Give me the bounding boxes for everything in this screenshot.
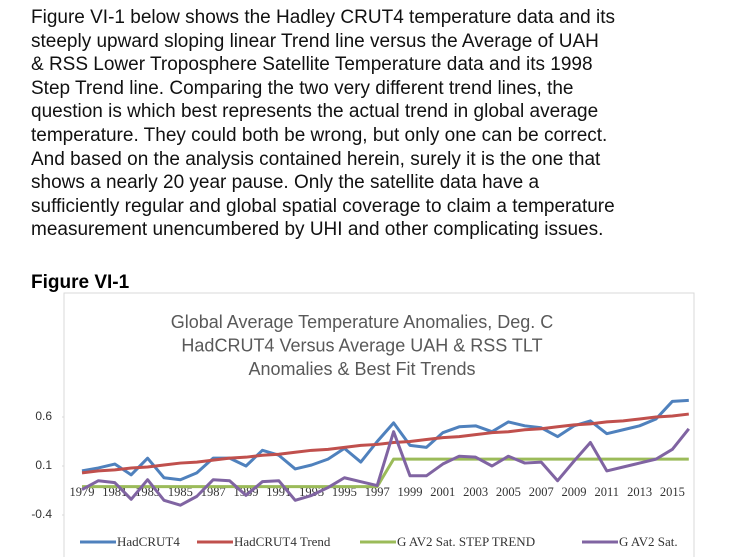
series-line [81,412,689,475]
x-tick-label: 1987 [201,485,226,499]
chart-title: Global Average Temperature Anomalies, De… [171,312,554,332]
series-line [81,398,689,482]
x-tick-label: 2011 [595,485,620,499]
legend-label: HadCRUT4 [117,534,180,549]
y-tick-label: 0.6 [35,409,52,423]
x-tick-label: 2015 [660,485,685,499]
text-line: & RSS Lower Troposphere Satellite Temper… [31,54,593,76]
y-tick-label: 0.1 [35,458,52,472]
chart-frame [63,292,695,557]
x-tick-label: 2003 [463,485,488,499]
x-tick-label: 1999 [398,485,423,499]
x-tick-label: 2001 [430,485,455,499]
text-line: Step Trend line. Comparing the two very … [31,77,574,99]
legend-label: HadCRUT4 Trend [234,534,331,549]
text-line: steeply upward sloping linear Trend line… [31,30,599,52]
figure-label: Figure VI-1 [31,272,130,293]
text-line: shows a nearly 20 year pause. Only the s… [31,172,540,194]
x-tick-label: 2005 [496,485,521,499]
x-tick-label: 2013 [627,485,652,499]
legend-label: G AV2 Sat. STEP TREND [397,534,535,549]
x-tick-label: 1995 [332,485,357,499]
x-tick-label: 1993 [299,485,324,499]
chart-title: Anomalies & Best Fit Trends [248,359,475,379]
text-line: Figure VI-1 below shows the Hadley CRUT4… [31,7,615,28]
series-line [81,427,690,507]
series-line [82,457,689,489]
x-tick-label: 2009 [562,485,587,499]
x-tick-label: 1985 [168,485,193,499]
x-tick-label: 2007 [529,485,554,499]
text-line: measurement unencumbered by UHI and othe… [31,219,604,241]
x-tick-label: 1997 [365,485,390,499]
legend-label: G AV2 Sat. [619,534,678,549]
y-tick-label: -0.4 [31,507,52,521]
text-line: And based on the analysis contained here… [31,148,601,170]
chart-title: HadCRUT4 Versus Average UAH & RSS TLT [181,335,542,355]
x-tick-label: 1979 [70,485,95,499]
text-line: sufficiently regular and global spatial … [31,195,615,217]
text-line: question is which best represents the ac… [31,101,599,123]
text-line: temperature. They could both be wrong, b… [31,125,608,146]
